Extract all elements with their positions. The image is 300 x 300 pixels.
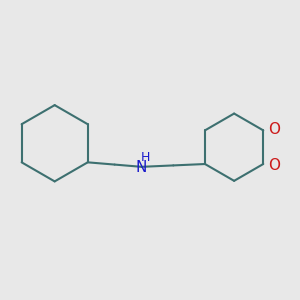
Text: H: H [141, 151, 150, 164]
Text: O: O [268, 158, 280, 172]
Text: N: N [136, 160, 147, 175]
Text: O: O [268, 122, 280, 137]
